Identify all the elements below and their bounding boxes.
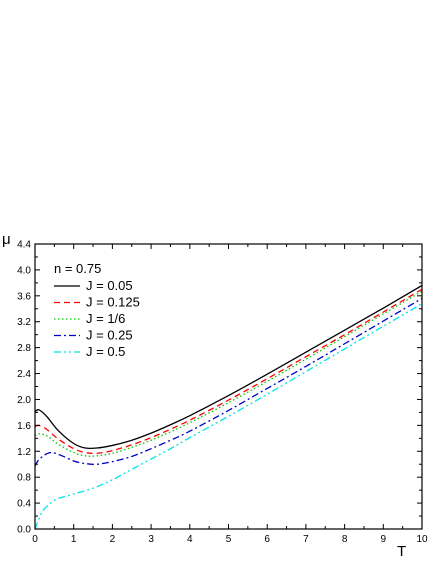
x-tick-label: 4 bbox=[187, 534, 193, 545]
x-tick-label: 0 bbox=[32, 534, 38, 545]
y-tick-label: 1.2 bbox=[17, 447, 31, 458]
x-tick-label: 1 bbox=[71, 534, 77, 545]
series-line-3 bbox=[35, 290, 422, 457]
y-tick-label: 2.4 bbox=[17, 369, 31, 380]
y-tick-label: 3.6 bbox=[17, 291, 31, 302]
x-tick-label: 8 bbox=[342, 534, 348, 545]
x-tick-label: 3 bbox=[148, 534, 154, 545]
y-tick-label: 0.0 bbox=[17, 525, 31, 536]
y-tick-label: 2.0 bbox=[17, 395, 31, 406]
series-line-2 bbox=[35, 288, 422, 455]
y-tick-label: 1.6 bbox=[17, 421, 31, 432]
y-tick-label: 3.2 bbox=[17, 317, 31, 328]
axis-ticks: 0 1 2 3 4 5 6 7 8 9 10 0.0 0.4 0.8 1.2 1.6 2.0 2.4 2.8 3.2 3… bbox=[17, 240, 428, 546]
y-tick-label: 0.4 bbox=[17, 499, 31, 510]
x-tick-label: 7 bbox=[303, 534, 309, 545]
x-tick-label: 2 bbox=[110, 534, 116, 545]
x-tick-label: 5 bbox=[226, 534, 232, 545]
series-line-1 bbox=[35, 284, 422, 450]
legend-title: n = 0.75 bbox=[54, 261, 101, 276]
legend-entry-5: J = 0.5 bbox=[86, 344, 125, 359]
y-tick-label: 0.8 bbox=[17, 473, 31, 484]
series-group bbox=[35, 284, 422, 529]
y-tick-label: 4.0 bbox=[17, 265, 31, 276]
series-line-4 bbox=[35, 297, 422, 467]
series-line-5 bbox=[35, 303, 422, 529]
legend-entry-1: J = 0.05 bbox=[86, 278, 133, 293]
y-tick-label: 4.4 bbox=[17, 240, 31, 251]
y-axis-label: μ bbox=[2, 231, 11, 248]
x-axis-label: T bbox=[397, 543, 406, 560]
legend-entry-3: J = 1/6 bbox=[86, 311, 125, 326]
x-tick-label: 6 bbox=[264, 534, 270, 545]
y-tick-label: 2.8 bbox=[17, 343, 31, 354]
x-tick-label: 9 bbox=[381, 534, 387, 545]
legend-entry-2: J = 0.125 bbox=[86, 295, 140, 310]
x-tick-label: 10 bbox=[416, 534, 428, 545]
legend-entry-4: J = 0.25 bbox=[86, 328, 133, 343]
